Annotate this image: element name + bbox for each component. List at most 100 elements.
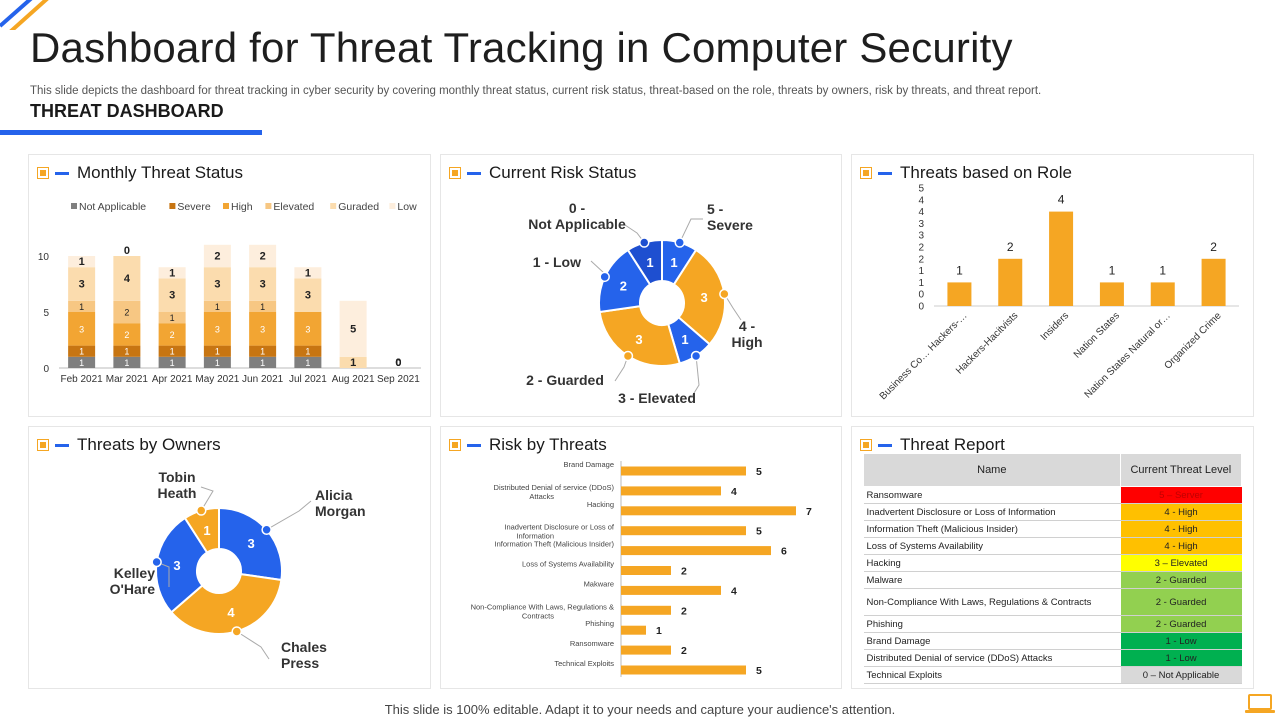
table-row: Distributed Denial of service (DDoS) Att… <box>863 649 1242 667</box>
legend-swatch <box>223 203 229 209</box>
callout-label-line: Tobin <box>158 469 195 485</box>
y-tick-label: Information Theft (Malicious Insider) <box>495 540 615 549</box>
bar-segment <box>158 278 186 312</box>
bar-segment <box>68 312 96 346</box>
bar-segment <box>68 300 96 312</box>
bar-segment <box>203 345 231 357</box>
panel-header: Risk by Threats <box>449 432 607 458</box>
panel-title: Current Risk Status <box>489 163 637 182</box>
x-tick-label: Sep 2021 <box>377 374 420 385</box>
data-label: 1 <box>215 302 220 312</box>
callout-label: Kelley O'Hare <box>110 565 156 597</box>
slice-value-label: 1 <box>646 255 653 270</box>
callout-line <box>723 293 742 321</box>
callout-label: Tobin Heath <box>158 469 197 501</box>
data-label: 2 <box>124 330 129 340</box>
threat-bar <box>621 585 721 595</box>
x-tick-label: Nation States <box>1072 310 1122 360</box>
threat-level-cell: 3 – Elevated <box>1119 554 1242 572</box>
data-label: 5 <box>756 526 762 538</box>
data-label: 1 <box>305 358 310 368</box>
threat-name-cell: Inadvertent Disclosure or Loss of Inform… <box>863 503 1121 521</box>
bar-segment <box>339 300 367 357</box>
role-bar <box>1201 258 1226 306</box>
callout-label-line: Severe <box>707 217 753 233</box>
bar-segment <box>249 267 277 301</box>
panel-header: Monthly Threat Status <box>37 160 243 186</box>
callout-label: 4 -High <box>731 318 762 350</box>
threat-level-cell: 4 - High <box>1119 520 1242 538</box>
panel-current-risk-status: Current Risk Status 1 5 -Severe 3 4 -High 1 3… <box>440 154 842 417</box>
callout-line <box>266 500 312 531</box>
data-label: 3 <box>305 324 310 334</box>
y-tick-label: Makware <box>584 579 614 588</box>
threat-level-cell: 2 - Guarded <box>1119 615 1242 633</box>
y-tick-label: Inadvertent Disclosure or Loss of Informa… <box>504 523 615 541</box>
threat-level-cell: 5 – Server <box>1119 486 1242 504</box>
threat-name-cell: Malware <box>863 571 1121 589</box>
y-tick-label: Brand Damage <box>564 460 614 469</box>
bar-segment <box>203 356 231 368</box>
legend-swatch <box>265 203 272 209</box>
data-label: 2 <box>681 645 687 657</box>
bar-segment <box>158 323 186 346</box>
bar-segment <box>249 300 277 312</box>
bullet-square-icon <box>860 167 872 179</box>
data-label: 1 <box>124 347 129 357</box>
data-label: 3 <box>305 290 311 302</box>
slice-value-label: 3 <box>635 332 642 347</box>
footer-note: This slide is 100% editable. Adapt it to… <box>384 702 896 717</box>
data-label: 3 <box>214 279 220 291</box>
threat-level-cell: 4 - High <box>1119 537 1242 555</box>
section-label: THREAT DASHBOARD <box>30 101 224 121</box>
panel-title: Threats based on Role <box>900 163 1072 182</box>
bar-segment <box>339 356 367 368</box>
bullet-square-icon <box>449 167 461 179</box>
data-label: 4 <box>731 486 737 498</box>
role-bar <box>947 282 972 306</box>
data-label: 1 <box>170 358 175 368</box>
callout-label: 3 - Elevated <box>618 390 696 406</box>
data-label: 1 <box>215 347 220 357</box>
x-tick-label: Mar 2021 <box>106 374 149 385</box>
section-underline <box>0 130 262 135</box>
panel-risk-by-threats: Risk by Threats 5 Brand Damage 4 Distribute… <box>440 426 842 689</box>
callout-label-line: Not Applicable <box>528 216 626 232</box>
y-tick-label: 5 <box>918 184 924 195</box>
y-tick-label-line: Loss of Systems Availability <box>522 560 614 569</box>
threat-bar <box>621 526 746 536</box>
data-label: 2 <box>681 605 687 617</box>
column-header-level: Current Threat Level <box>1119 453 1243 487</box>
callout-label: 1 - Low <box>533 254 581 270</box>
page-title: Dashboard for Threat Tracking in Compute… <box>30 24 1013 71</box>
bar-segment <box>158 345 186 357</box>
page-subtitle: This slide depicts the dashboard for thr… <box>30 85 1042 97</box>
slice-marker <box>261 524 272 535</box>
bullet-dash-icon <box>467 171 481 175</box>
bullet-square-icon <box>860 439 872 451</box>
role-bar <box>1049 211 1074 306</box>
y-tick-label: 5 <box>43 308 49 319</box>
y-tick-label-line: Hacking <box>587 500 614 509</box>
threat-name-cell: Brand Damage <box>863 632 1121 650</box>
slice-marker <box>196 505 207 516</box>
bar-segment <box>203 267 231 301</box>
bar-segment <box>113 356 141 368</box>
risk-status-donut: 1 5 -Severe 3 4 -High 1 3 - Elevated 3 2 - Guar… <box>526 200 762 406</box>
x-tick-label: Nation States Natural or… <box>1083 310 1173 400</box>
panel-title: Risk by Threats <box>489 435 607 454</box>
y-tick-label: 2 <box>918 254 924 265</box>
donut-slice <box>672 248 726 346</box>
y-tick-label: 3 <box>918 231 924 242</box>
x-tick-label: Jul 2021 <box>289 374 327 385</box>
slice-value-label: 3 <box>248 536 255 551</box>
callout-line <box>690 355 700 399</box>
table-row: Non-Compliance With Laws, Regulations & … <box>863 588 1242 616</box>
bar-segment <box>249 312 277 346</box>
bar-segment <box>203 244 231 268</box>
threat-bar <box>621 645 671 655</box>
role-bar <box>998 258 1023 306</box>
y-tick-label: Technical Exploits <box>554 659 614 668</box>
slice-marker <box>622 350 634 362</box>
data-label: 0 <box>395 357 401 369</box>
